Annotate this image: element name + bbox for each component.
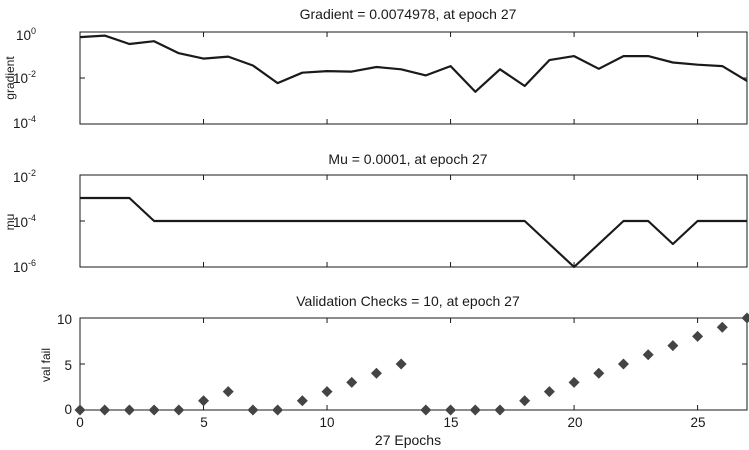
gradient-title: Gradient = 0.0074978, at epoch 27 [300, 6, 517, 22]
val-fail-point [74, 404, 86, 416]
val-fail-xtick-25: 25 [690, 415, 705, 430]
mu-ytick-0: 10-2 [13, 168, 36, 185]
gradient-panel: Gradient = 0.0074978, at epoch 27 100 10… [3, 6, 517, 131]
val-fail-point [296, 395, 308, 407]
val-fail-point [716, 321, 728, 333]
val-fail-x-tick-labels: 0 5 10 15 20 25 [76, 415, 705, 430]
val-fail-ylabel: val fail [39, 348, 53, 382]
val-fail-point [469, 404, 481, 416]
mu-y-tick-labels: 10-2 10-4 10-6 [13, 168, 36, 275]
val-fail-ytick-10: 10 [57, 312, 72, 327]
val-fail-panel: Validation Checks = 10, at epoch 27 10 5… [39, 293, 706, 448]
val-fail-point [370, 367, 382, 379]
gradient-series-line [79, 34, 748, 93]
gradient-ytick-0: 100 [16, 26, 36, 43]
val-fail-xtick-0: 0 [76, 415, 84, 430]
gradient-ytick-1: 10-2 [13, 69, 36, 86]
val-fail-point [445, 404, 457, 416]
x-axis-label: 27 Epochs [375, 432, 441, 448]
mu-ytick-2: 10-6 [13, 258, 36, 275]
gradient-axes-box [79, 31, 748, 125]
val-fail-point [346, 376, 358, 388]
val-fail-point [148, 404, 160, 416]
val-fail-point [123, 404, 135, 416]
gradient-ytick-2: 10-4 [13, 114, 36, 131]
val-fail-ytick-0: 0 [64, 402, 72, 417]
val-fail-point [519, 395, 531, 407]
val-fail-point [642, 349, 654, 361]
val-fail-xtick-20: 20 [567, 415, 582, 430]
gradient-y-tick-labels: 100 10-2 10-4 [13, 26, 36, 131]
val-fail-point [494, 404, 506, 416]
val-fail-point [741, 312, 749, 324]
mu-title: Mu = 0.0001, at epoch 27 [328, 151, 487, 167]
val-fail-point [692, 330, 704, 342]
mu-panel: Mu = 0.0001, at epoch 27 10-2 10-4 10-6 … [3, 151, 488, 275]
val-fail-title: Validation Checks = 10, at epoch 27 [296, 293, 520, 309]
val-fail-point [321, 386, 333, 398]
val-fail-xtick-5: 5 [200, 415, 208, 430]
val-fail-point [420, 404, 432, 416]
val-fail-point [667, 340, 679, 352]
val-fail-point [593, 367, 605, 379]
mu-ylabel: mu [3, 214, 17, 231]
val-fail-point [198, 395, 210, 407]
val-fail-point [222, 386, 234, 398]
val-fail-point [173, 404, 185, 416]
val-fail-xtick-10: 10 [319, 415, 334, 430]
val-fail-point [99, 404, 111, 416]
val-fail-point [617, 358, 629, 370]
val-fail-point [272, 404, 284, 416]
mu-ytick-1: 10-4 [13, 213, 36, 230]
val-fail-ytick-5: 5 [64, 358, 72, 373]
val-fail-y-tick-labels: 10 5 0 [57, 312, 72, 417]
val-fail-point [543, 386, 555, 398]
val-fail-xtick-15: 15 [443, 415, 458, 430]
val-fail-point [247, 404, 259, 416]
val-fail-point [568, 376, 580, 388]
val-fail-point [395, 358, 407, 370]
gradient-ylabel: gradient [3, 56, 17, 100]
mu-series-line [80, 196, 747, 269]
val-fail-axes-box [79, 317, 748, 411]
